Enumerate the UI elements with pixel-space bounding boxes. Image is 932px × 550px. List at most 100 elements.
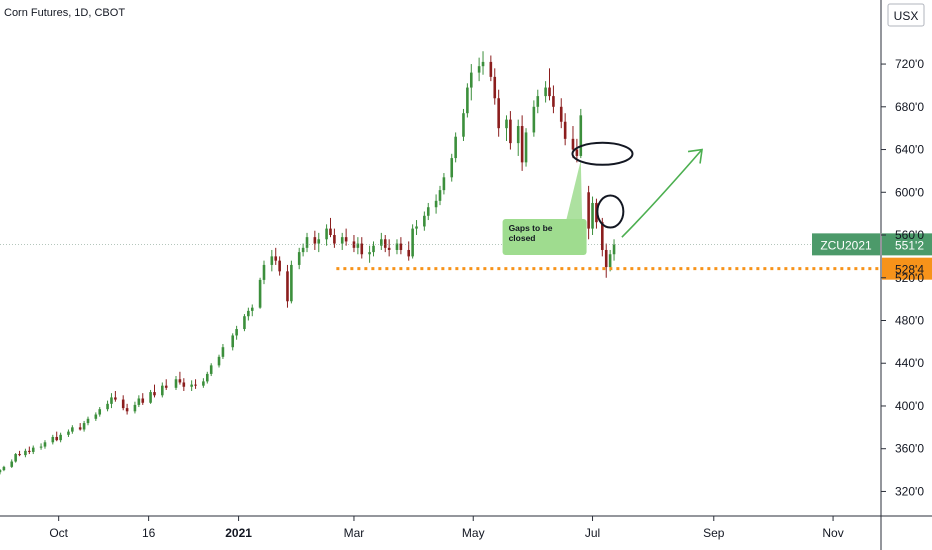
candle: [278, 256, 281, 276]
candle: [520, 115, 524, 171]
candle-body: [462, 113, 465, 137]
candle: [59, 432, 62, 443]
y-tick-label: 640'0: [895, 143, 924, 157]
candle: [469, 64, 473, 101]
y-tick-label: 520'0: [895, 271, 924, 285]
candle-body: [544, 87, 547, 97]
x-tick-label: Mar: [344, 526, 365, 540]
arrow-head: [687, 148, 703, 164]
candle-body: [164, 385, 168, 388]
candle-body: [489, 61, 493, 77]
candle: [340, 232, 344, 250]
candle: [505, 115, 508, 141]
candle-body: [477, 66, 481, 73]
candle: [221, 344, 225, 359]
candle: [399, 237, 403, 255]
currency-button[interactable]: USX: [887, 3, 925, 27]
y-tick-label: 600'0: [895, 185, 924, 199]
candle-body: [137, 398, 141, 405]
candle-body: [78, 427, 82, 430]
callout-text: Gaps to be: [509, 223, 553, 233]
candle: [178, 371, 182, 385]
y-tick-label: 560'0: [895, 228, 924, 242]
candle-body: [604, 249, 608, 268]
candle: [360, 237, 364, 259]
candle: [0, 469, 2, 475]
candle-body: [434, 200, 438, 208]
candle: [423, 211, 426, 231]
candle: [161, 382, 164, 398]
candle-body: [39, 446, 43, 448]
candle: [125, 403, 129, 415]
candle-body: [24, 450, 27, 456]
candle-body: [571, 138, 575, 150]
candle-body: [423, 215, 426, 227]
candle: [243, 314, 246, 332]
candle: [442, 173, 446, 195]
candle-body: [82, 423, 86, 430]
candle: [71, 425, 74, 434]
candle: [317, 232, 321, 253]
candle: [516, 119, 520, 156]
candle: [325, 224, 328, 246]
candle: [352, 235, 356, 253]
candle: [313, 230, 317, 250]
candle: [121, 395, 125, 411]
candle: [231, 333, 235, 351]
candle-body: [243, 316, 246, 330]
candle: [344, 228, 348, 246]
candle: [274, 247, 278, 265]
candle: [247, 307, 250, 321]
candle-body: [450, 158, 454, 178]
candle-body: [10, 461, 14, 467]
candle: [51, 434, 55, 445]
candle: [333, 228, 336, 248]
x-tick-label: Nov: [822, 526, 843, 540]
candle: [190, 380, 193, 392]
candle-body: [59, 434, 62, 441]
candle: [509, 111, 512, 150]
symbol-tag-bg: [812, 233, 880, 256]
candle: [372, 241, 375, 257]
y-tick-label: 400'0: [895, 399, 924, 413]
candle: [182, 378, 186, 392]
candle: [426, 202, 430, 221]
up-arrow: [621, 148, 703, 238]
candle: [262, 260, 266, 285]
candle: [438, 185, 442, 206]
candle: [82, 420, 86, 432]
candle: [466, 83, 469, 118]
candle-body: [411, 228, 414, 257]
candle: [415, 220, 418, 236]
candle: [14, 452, 17, 463]
candle-body: [121, 399, 125, 409]
candle: [532, 100, 536, 137]
candle-body: [497, 98, 500, 129]
candle: [31, 445, 35, 455]
candle-body: [141, 398, 145, 403]
candle-body: [563, 121, 567, 139]
candle-body: [454, 136, 457, 159]
candle-body: [399, 243, 403, 250]
candle-body: [247, 310, 250, 317]
candle-body: [524, 132, 528, 163]
candle-body: [608, 254, 612, 268]
candle-body: [270, 256, 274, 265]
candle: [587, 185, 590, 240]
x-tick-label: Jul: [585, 526, 600, 540]
candle-body: [209, 365, 213, 374]
candle: [301, 243, 305, 257]
gap-ellipse-lower: [596, 194, 625, 229]
candle: [563, 113, 567, 146]
candle-body: [190, 384, 193, 387]
callout-bg: [502, 218, 587, 255]
candle-body: [505, 119, 508, 129]
candle-body: [14, 454, 17, 462]
candlestick-series: [0, 51, 616, 475]
candle-body: [387, 247, 391, 250]
candle-body: [231, 335, 235, 348]
candle-body: [536, 96, 540, 107]
